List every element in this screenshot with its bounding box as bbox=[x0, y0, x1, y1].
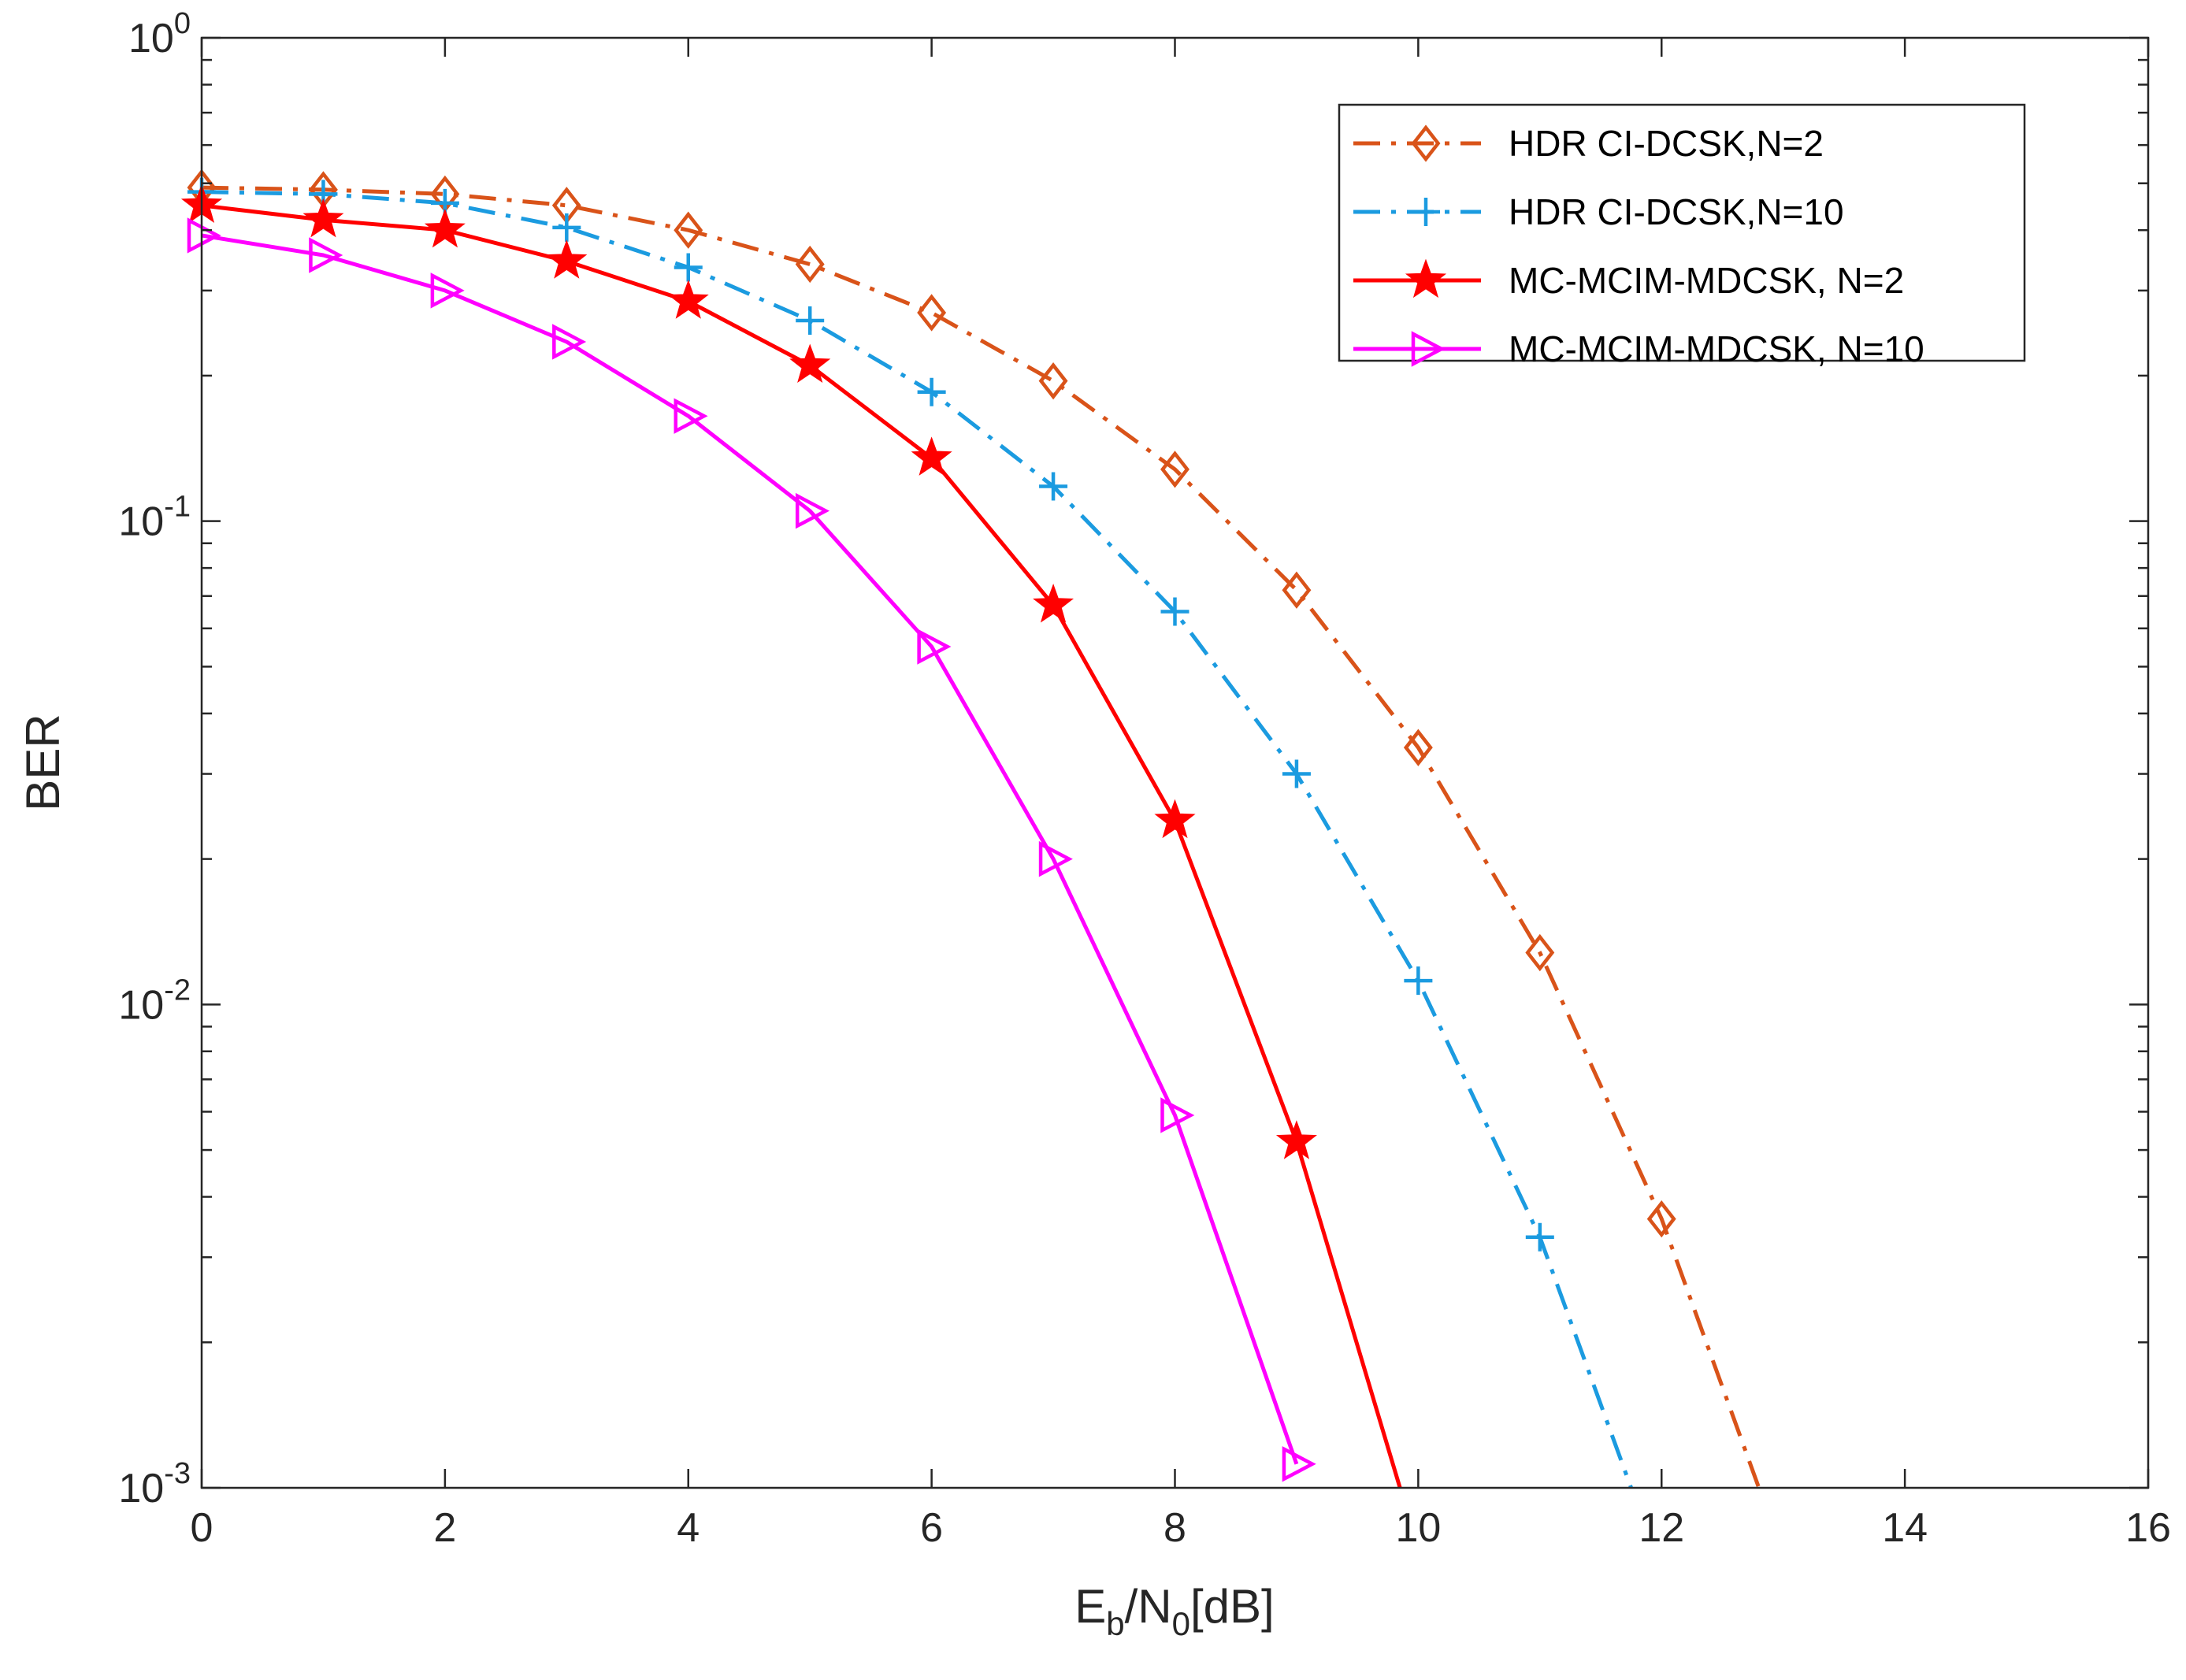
legend-label-series-2: HDR CI-DCSK,N=10 bbox=[1509, 191, 1844, 232]
y-tick-label-exponent: -1 bbox=[164, 491, 191, 524]
y-tick-label-base: 10 bbox=[128, 16, 174, 61]
data-point-series-4 bbox=[187, 217, 221, 254]
legend-box bbox=[1338, 103, 2026, 362]
data-point-series-4 bbox=[795, 492, 830, 529]
y-tick-label-exponent: -3 bbox=[164, 1457, 191, 1490]
x-tick-label: 14 bbox=[1882, 1505, 1928, 1551]
legend-items: HDR CI-DCSK,N=2 HDR CI-DCSK,N=10 MC-MCIM-M… bbox=[1353, 123, 1924, 369]
series-line-4 bbox=[202, 233, 1299, 1465]
x-axis-label-sub-0: 0 bbox=[1172, 1605, 1190, 1642]
legend-marker-series-2 bbox=[1412, 198, 1440, 226]
data-point-series-1 bbox=[674, 211, 703, 249]
data-point-series-2 bbox=[552, 213, 581, 242]
x-axis-label-mid: /N bbox=[1125, 1580, 1172, 1633]
x-tick-label: 8 bbox=[1164, 1505, 1186, 1551]
data-point-series-3 bbox=[302, 198, 344, 238]
x-tick-label: 12 bbox=[1639, 1505, 1684, 1551]
data-point-series-1 bbox=[1403, 729, 1433, 766]
data-point-series-2 bbox=[917, 377, 946, 406]
data-point-series-2 bbox=[796, 306, 825, 336]
data-point-series-3 bbox=[546, 239, 588, 279]
data-point-series-1 bbox=[1282, 571, 1312, 609]
series-line-1 bbox=[202, 185, 1761, 1488]
data-point-series-1 bbox=[917, 294, 947, 332]
data-point-series-4 bbox=[1282, 1446, 1316, 1482]
data-point-series-3 bbox=[1154, 799, 1196, 839]
data-point-series-1 bbox=[795, 245, 825, 284]
y-tick-label-base: 10 bbox=[118, 982, 164, 1028]
data-point-series-3 bbox=[911, 436, 952, 476]
data-point-series-3 bbox=[1275, 1120, 1317, 1159]
y-tick-label: 10-2 bbox=[118, 974, 191, 1028]
x-tick-label: 6 bbox=[920, 1505, 943, 1551]
data-point-series-2 bbox=[1160, 597, 1189, 626]
y-axis-label: BER bbox=[17, 714, 69, 810]
legend-label-series-3: MC-MCIM-MDCSK, N=2 bbox=[1509, 260, 1904, 301]
x-axis-label-sub-b: b bbox=[1106, 1605, 1124, 1642]
data-point-series-1 bbox=[1646, 1200, 1676, 1238]
x-tick-label: 16 bbox=[2125, 1505, 2171, 1551]
data-point-series-4 bbox=[917, 629, 952, 665]
data-point-series-4 bbox=[309, 237, 343, 273]
legend-marker-series-4 bbox=[1411, 331, 1446, 367]
legend-marker-series-3 bbox=[1405, 258, 1447, 299]
x-tick-label: 0 bbox=[191, 1505, 213, 1551]
y-tick-label: 100 bbox=[128, 7, 191, 61]
x-axis-label-tail: [dB] bbox=[1190, 1580, 1275, 1633]
data-point-series-2 bbox=[1282, 759, 1311, 788]
data-point-series-4 bbox=[430, 273, 465, 309]
x-tick-label: 10 bbox=[1395, 1505, 1441, 1551]
legend-label-series-4: MC-MCIM-MDCSK, N=10 bbox=[1509, 328, 1924, 369]
data-point-series-4 bbox=[1160, 1097, 1195, 1133]
y-tick-label-exponent: 0 bbox=[174, 7, 191, 40]
data-point-series-2 bbox=[1404, 966, 1433, 996]
y-tick-label: 10-1 bbox=[118, 491, 191, 545]
data-point-series-1 bbox=[1525, 933, 1555, 972]
data-point-series-4 bbox=[552, 324, 587, 360]
data-point-series-3 bbox=[424, 208, 466, 248]
y-tick-label-base: 10 bbox=[118, 499, 164, 545]
data-point-series-1 bbox=[1038, 362, 1068, 400]
legend-marker-series-1 bbox=[1411, 124, 1441, 162]
data-point-series-3 bbox=[1033, 584, 1074, 623]
data-point-series-4 bbox=[674, 398, 708, 434]
data-point-series-1 bbox=[1160, 451, 1189, 488]
legend: HDR CI-DCSK,N=2 HDR CI-DCSK,N=10 MC-MCIM-M… bbox=[1338, 103, 2026, 369]
x-axis-label-base: E bbox=[1074, 1580, 1106, 1633]
legend-label-series-1: HDR CI-DCSK,N=2 bbox=[1509, 123, 1824, 164]
tick-layer bbox=[200, 36, 2150, 1489]
data-point-series-2 bbox=[1039, 472, 1068, 501]
data-point-series-2 bbox=[1525, 1222, 1554, 1252]
data-point-series-4 bbox=[1038, 840, 1073, 877]
x-tick-label: 4 bbox=[677, 1505, 700, 1551]
y-tick-label-exponent: -2 bbox=[164, 974, 191, 1007]
y-tick-label-base: 10 bbox=[118, 1466, 164, 1511]
x-axis-label: Eb/N0[dB] bbox=[1074, 1580, 1274, 1642]
data-point-series-3 bbox=[667, 280, 709, 319]
x-tick-label: 2 bbox=[433, 1505, 456, 1551]
data-point-series-2 bbox=[674, 253, 703, 282]
y-tick-label: 10-3 bbox=[118, 1457, 191, 1511]
data-point-series-3 bbox=[789, 343, 831, 384]
